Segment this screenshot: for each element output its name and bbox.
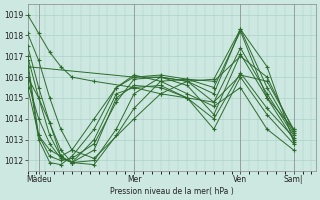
X-axis label: Pression niveau de la mer( hPa ): Pression niveau de la mer( hPa ) — [110, 187, 234, 196]
